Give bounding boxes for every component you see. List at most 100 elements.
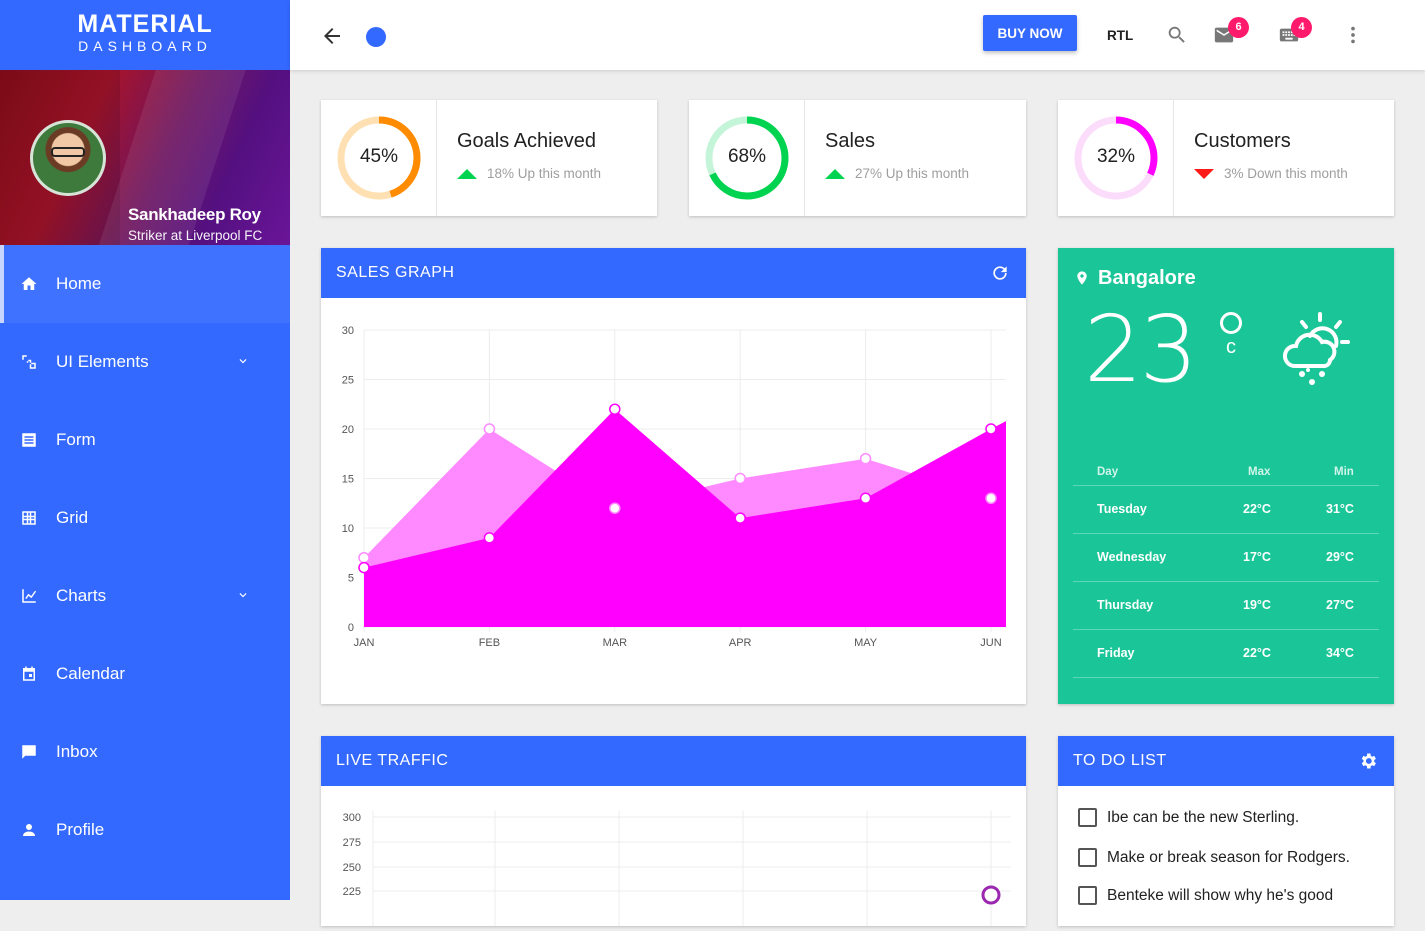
table-row: Thursday 19°C 27°C — [1073, 582, 1379, 630]
stat-subtext: 27% Up this month — [855, 166, 970, 181]
data-point — [609, 403, 621, 415]
todo-item[interactable]: Benteke will show why he's good — [1078, 886, 1333, 905]
traffic-y-tick: 225 — [343, 886, 361, 898]
forecast-min: 34°C — [1326, 646, 1354, 660]
series-area — [364, 409, 1006, 627]
stat-card-customers: 32% Customers 3% Down this month — [1058, 100, 1394, 216]
todo-checkbox[interactable] — [1078, 886, 1097, 905]
todo-item[interactable]: Make or break season for Rodgers. — [1078, 848, 1350, 867]
y-tick-label: 25 — [342, 375, 354, 387]
ring-progress — [705, 116, 789, 200]
stat-percent: 45% — [359, 146, 399, 167]
mail-button[interactable]: 6 — [1212, 17, 1249, 48]
traffic-chart: 300 275 250 225 — [343, 811, 1011, 926]
message-icon — [22, 745, 36, 759]
y-tick-label: 0 — [348, 622, 354, 634]
stat-label: Sales — [825, 130, 876, 152]
keyboard-badge: 4 — [1291, 17, 1312, 38]
profile-name: Sankhadeep Roy — [128, 205, 261, 224]
search-icon[interactable] — [1166, 24, 1188, 46]
card-header: SALES GRAPH — [321, 248, 1026, 298]
x-tick-label: JAN — [354, 637, 375, 649]
todo-text: Make or break season for Rodgers. — [1107, 848, 1350, 866]
todo-item[interactable]: Ibe can be the new Sterling. — [1078, 808, 1299, 827]
sidebar-item-form[interactable]: Form — [0, 401, 290, 479]
brand-subtitle: DASHBOARD — [78, 38, 212, 54]
x-tick-label: MAY — [854, 637, 878, 649]
todo-checkbox[interactable] — [1078, 848, 1097, 867]
sidebar-item-home[interactable]: Home — [0, 245, 290, 323]
weather-unit: c — [1226, 336, 1236, 358]
grid-icon — [22, 511, 36, 525]
stat-label: Customers — [1194, 130, 1291, 152]
sidebar-item-label: UI Elements — [56, 352, 149, 371]
stat-subtext: 3% Down this month — [1224, 166, 1348, 181]
data-point — [483, 423, 496, 435]
sidebar: MATERIAL DASHBOARD Sankhadeep Roy Strike… — [0, 0, 290, 900]
x-tick-label: APR — [729, 637, 752, 649]
trend-up-icon — [457, 169, 477, 179]
data-point — [859, 452, 872, 465]
stat-card-goals: 45% Goals Achieved 18% Up this month — [321, 100, 657, 216]
sidebar-item-label: Profile — [56, 820, 105, 839]
sidebar-item-inbox[interactable]: Inbox — [0, 713, 290, 791]
refresh-icon[interactable] — [990, 263, 1010, 283]
form-icon — [22, 433, 36, 447]
card-title: SALES GRAPH — [336, 264, 455, 281]
profile-role: Striker at Liverpool FC — [128, 228, 263, 243]
person-icon — [23, 824, 35, 836]
keyboard-button[interactable]: 4 — [1277, 17, 1312, 48]
forecast-max: 17°C — [1243, 550, 1271, 564]
degree-symbol — [1220, 312, 1242, 334]
brand-title: MATERIAL — [77, 10, 213, 38]
todo-checkbox[interactable] — [1078, 808, 1097, 827]
forecast-min: 29°C — [1326, 550, 1354, 564]
avatar[interactable] — [30, 120, 106, 196]
calendar-icon — [23, 666, 35, 681]
sidebar-item-label: Inbox — [56, 742, 98, 761]
sales-chart: 0 5 10 15 20 25 30 JAN FEB MAR APR MAY JUN — [342, 325, 1006, 649]
trend-down-icon — [1194, 169, 1214, 179]
data-point — [358, 561, 370, 574]
y-tick-label: 30 — [342, 325, 354, 337]
stat-percent: 68% — [727, 146, 767, 167]
progress-ring — [1074, 116, 1158, 200]
settings-gear-icon[interactable] — [1358, 751, 1378, 771]
table-row: Wednesday 17°C 29°C — [1073, 534, 1379, 582]
brand-logo[interactable]: MATERIAL DASHBOARD — [0, 0, 290, 70]
back-arrow-icon[interactable] — [320, 24, 344, 48]
forecast-day: Thursday — [1097, 598, 1154, 612]
live-traffic-card: LIVE TRAFFIC 300 275 250 225 — [321, 736, 1026, 926]
forecast-max: 22°C — [1243, 646, 1271, 660]
chevron-down-icon — [239, 593, 247, 598]
stat-percent: 32% — [1096, 146, 1136, 167]
chart-icon — [22, 589, 37, 603]
column-day: Day — [1097, 466, 1119, 478]
more-vert-icon[interactable] — [1342, 24, 1364, 46]
sidebar-item-calendar[interactable]: Calendar — [0, 635, 290, 713]
sidebar-item-profile[interactable]: Profile — [0, 791, 290, 869]
sidebar-item-label: Calendar — [56, 664, 125, 683]
sidebar-item-label: Grid — [56, 508, 89, 527]
column-max: Max — [1248, 466, 1271, 478]
card-title: LIVE TRAFFIC — [336, 752, 449, 769]
location-pin-icon — [1077, 271, 1087, 285]
sidebar-item-label: Home — [56, 274, 102, 293]
data-point — [358, 551, 370, 564]
trend-up-icon — [825, 169, 845, 179]
sidebar-item-charts[interactable]: Charts — [0, 557, 290, 635]
todo-text: Benteke will show why he's good — [1107, 886, 1334, 904]
progress-ring — [337, 116, 421, 200]
weather-temperature: 23 — [1084, 296, 1198, 403]
rtl-toggle[interactable]: RTL — [1107, 28, 1134, 43]
menu-toggle-dot[interactable] — [366, 27, 386, 47]
sidebar-item-grid[interactable]: Grid — [0, 479, 290, 557]
sidebar-item-ui-elements[interactable]: UI Elements — [0, 323, 290, 401]
data-point — [734, 472, 746, 485]
buy-now-button[interactable]: BUY NOW — [983, 15, 1077, 51]
mail-icon — [1214, 27, 1234, 43]
data-point — [985, 492, 997, 505]
stat-card-sales: 68% Sales 27% Up this month — [689, 100, 1026, 216]
table-row: Tuesday 22°C 31°C — [1073, 486, 1379, 534]
forecast-day: Tuesday — [1097, 502, 1147, 516]
